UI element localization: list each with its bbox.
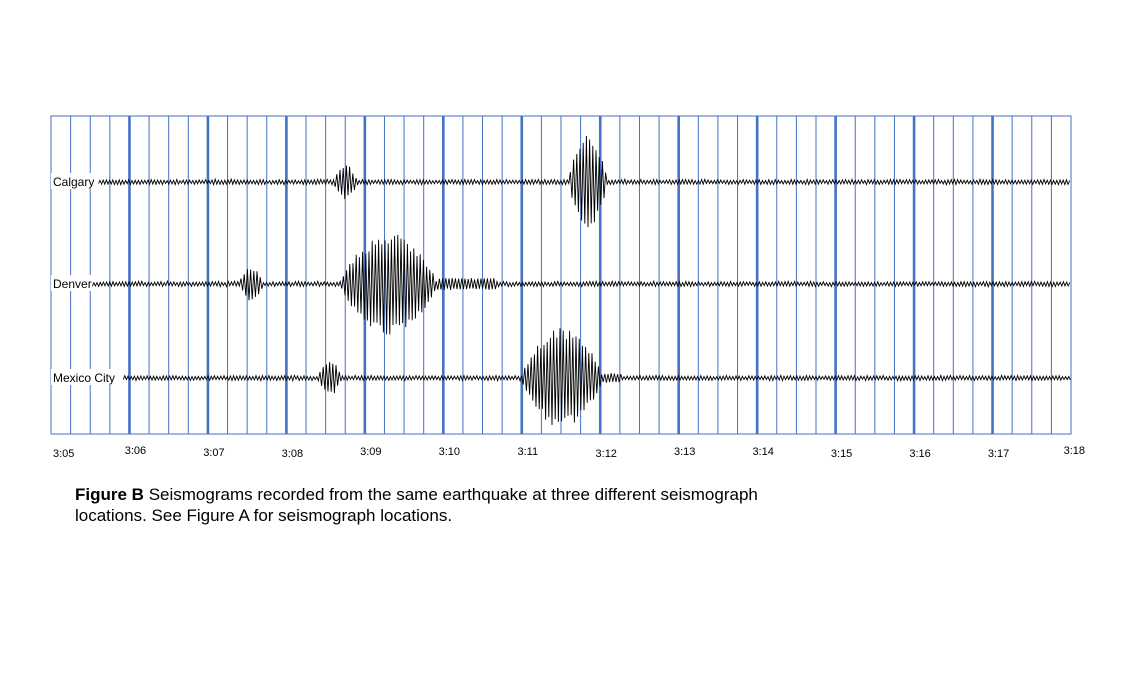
time-tick-label: 3:10: [439, 446, 460, 458]
time-axis: 3:05 3:06 3:07 3:08 3:09 3:10 3:11 3:12 3:13 3:14…: [53, 445, 1085, 460]
seismogram-trace-calgary: [97, 135, 1071, 228]
time-tick-label: 3:16: [909, 448, 930, 460]
seismogram-trace-denver: [91, 234, 1071, 335]
station-label-background: [51, 173, 99, 189]
time-tick-label: 3:17: [988, 448, 1009, 460]
time-tick-label: 3:13: [674, 446, 695, 458]
caption-text-line1: Seismograms recorded from the same earth…: [148, 485, 758, 504]
station-label-denver: Denver: [53, 277, 92, 291]
station-label-calgary: Calgary: [53, 175, 94, 189]
time-tick-label: 3:15: [831, 448, 852, 460]
time-tick-label: 3:09: [360, 446, 381, 458]
time-tick-label: 3:14: [752, 446, 773, 458]
station-label-mexico-city: Mexico City: [53, 371, 115, 385]
time-tick-label: 3:07: [203, 447, 224, 459]
time-tick-label: 3:05: [53, 448, 74, 460]
time-tick-label: 3:12: [596, 448, 617, 460]
station-label-background: [51, 275, 93, 291]
figure-caption: Figure B Seismograms recorded from the s…: [75, 484, 975, 526]
station-label-background: [51, 369, 124, 385]
time-tick-label: 3:08: [282, 448, 303, 460]
time-tick-label: 3:18: [1064, 445, 1085, 457]
time-tick-label: 3:11: [517, 446, 538, 458]
seismogram-trace-mexico-city: [122, 328, 1071, 426]
caption-text-line2: locations. See Figure A for seismograph …: [75, 506, 453, 525]
seismograph-traces: [91, 135, 1071, 426]
station-labels: Calgary Denver Mexico City: [51, 173, 124, 385]
time-tick-label: 3:06: [125, 445, 146, 457]
caption-label: Figure B: [75, 485, 144, 504]
